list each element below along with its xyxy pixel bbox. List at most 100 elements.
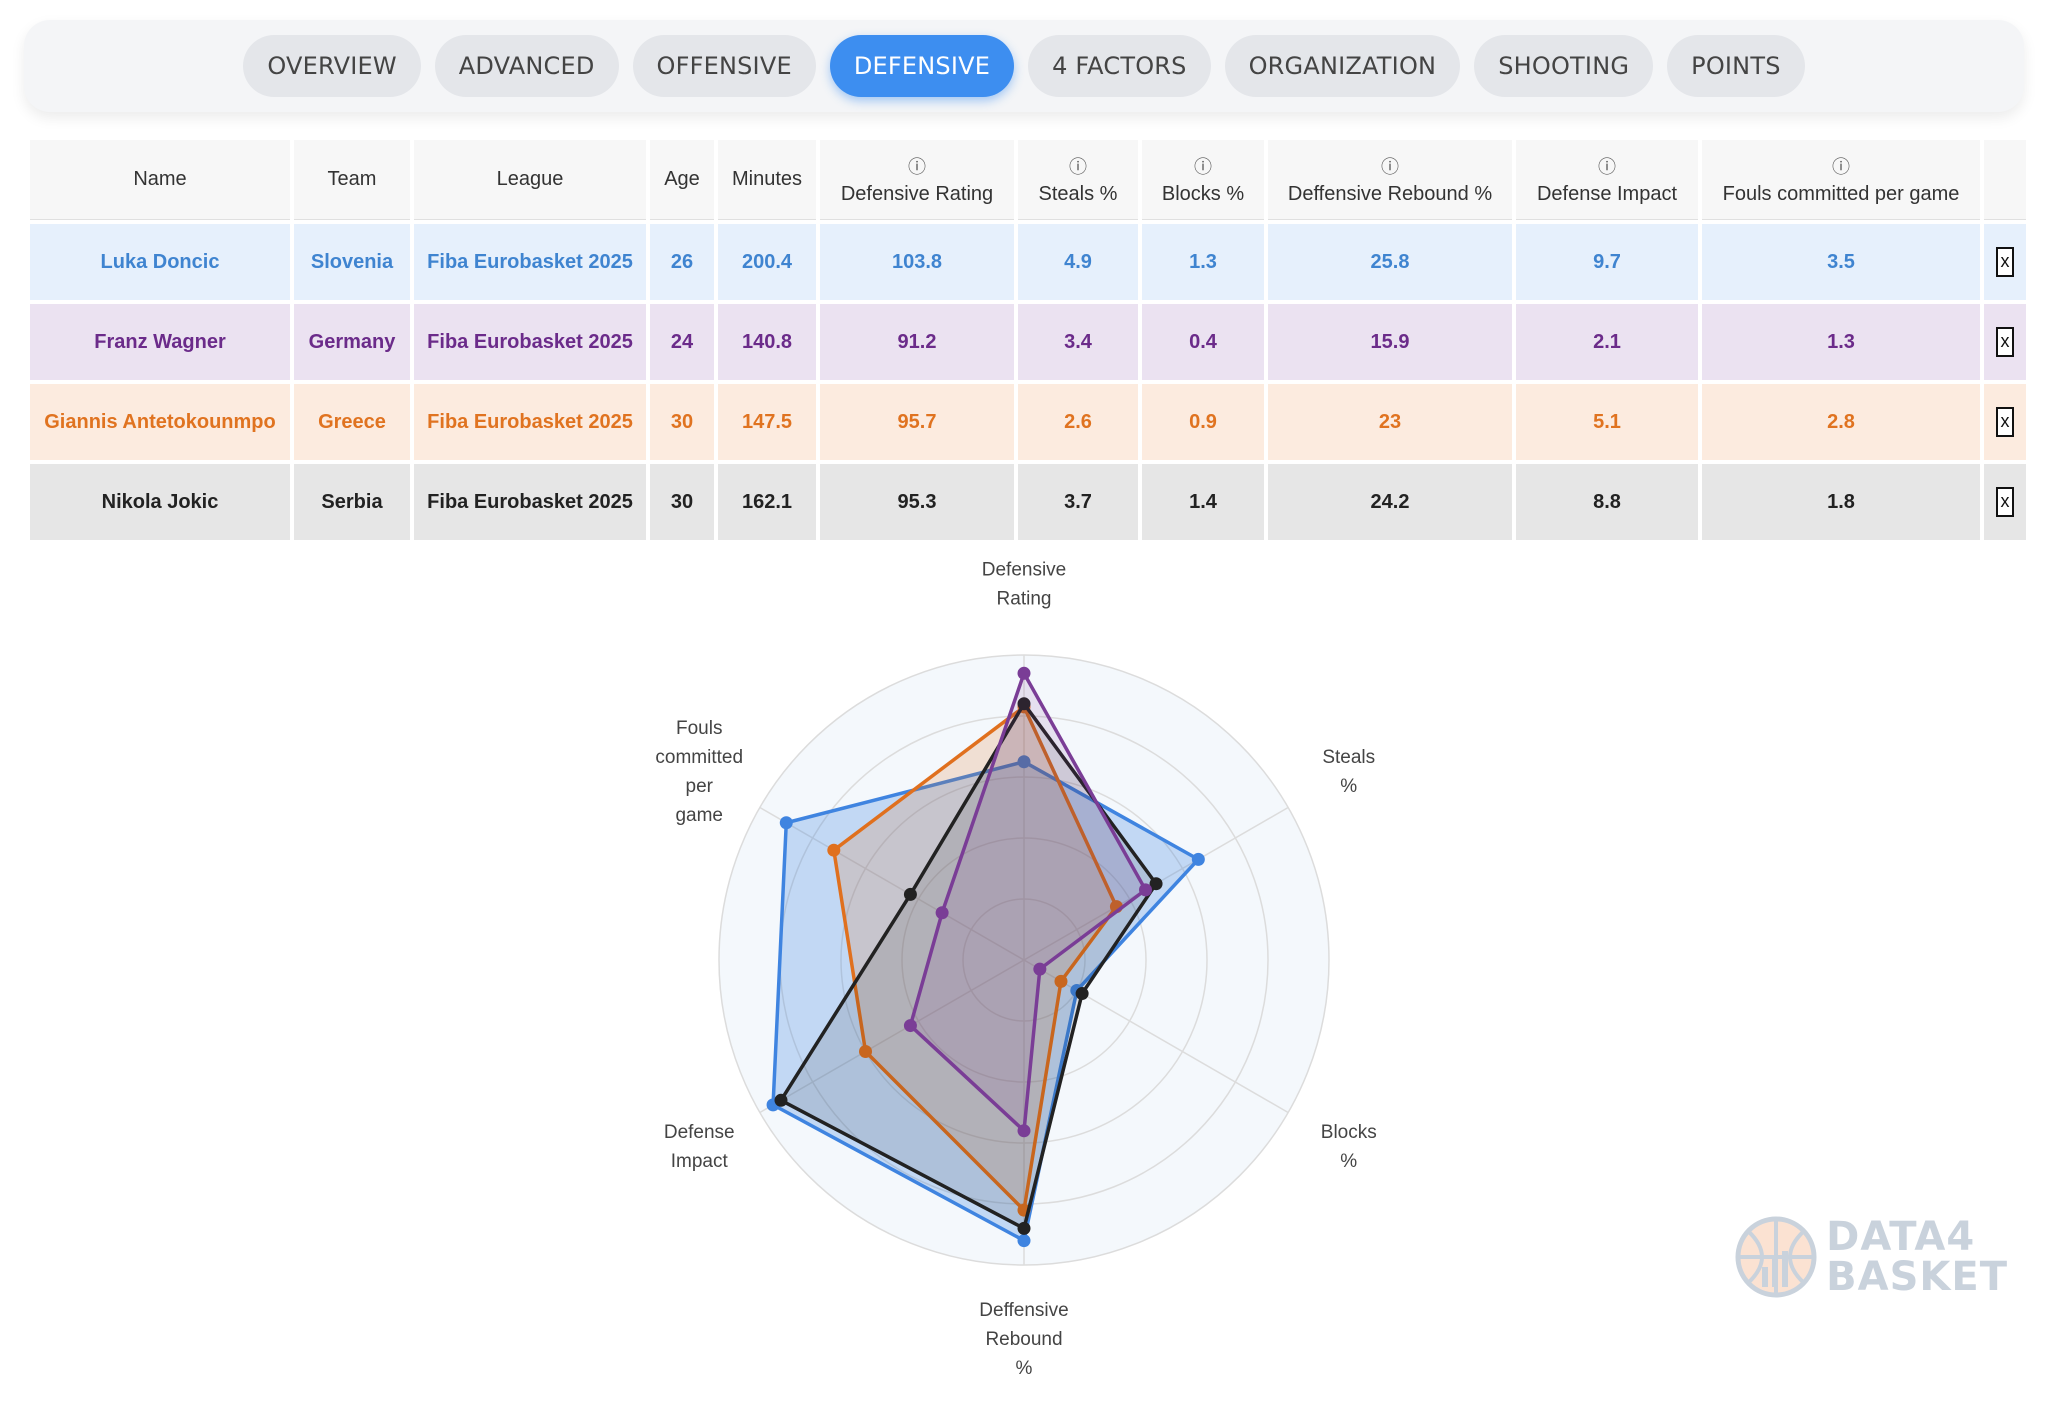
cell-name[interactable]: Nikola Jokic: [30, 464, 290, 540]
radar-point: [1149, 877, 1163, 891]
header-defensive-rebound[interactable]: ⓘ Deffensive Rebound %: [1268, 140, 1512, 220]
cell-defense-impact: 9.7: [1516, 224, 1698, 300]
header-label: Defensive Rating: [840, 183, 994, 205]
cell-defensive-rebound: 25.8: [1268, 224, 1512, 300]
cell-defensive-rebound: 23: [1268, 384, 1512, 460]
cell-minutes: 200.4: [718, 224, 816, 300]
cell-team: Slovenia: [294, 224, 410, 300]
data4basket-logo: DATA4 BASKET: [1734, 1215, 2008, 1299]
remove-player-button[interactable]: x: [1996, 327, 2014, 357]
remove-player-button[interactable]: x: [1996, 247, 2014, 277]
cell-name[interactable]: Luka Doncic: [30, 224, 290, 300]
cell-age: 30: [650, 464, 714, 540]
header-label: Steals %: [1038, 183, 1118, 205]
tab-organization[interactable]: ORGANIZATION: [1224, 35, 1461, 97]
tab-overview[interactable]: OVERVIEW: [243, 35, 421, 97]
radar-point: [1017, 697, 1031, 711]
radar-point: [1139, 883, 1153, 897]
basketball-logo-icon: [1735, 1216, 1817, 1298]
header-name[interactable]: Name: [30, 140, 290, 220]
header-team[interactable]: Team: [294, 140, 410, 220]
radar-point: [1075, 987, 1089, 1001]
cell-name[interactable]: Giannis Antetokounmpo: [30, 384, 290, 460]
cell-name[interactable]: Franz Wagner: [30, 304, 290, 380]
cell-league: Fiba Eurobasket 2025: [414, 384, 646, 460]
cell-defensive-rating: 95.3: [820, 464, 1014, 540]
info-icon[interactable]: ⓘ: [1832, 157, 1850, 177]
cell-team: Serbia: [294, 464, 410, 540]
cell-minutes: 147.5: [718, 384, 816, 460]
radar-axis-label: per: [686, 776, 714, 797]
logo-text: DATA4 BASKET: [1826, 1217, 2008, 1297]
header-blocks[interactable]: ⓘ Blocks %: [1142, 140, 1264, 220]
cell-team: Germany: [294, 304, 410, 380]
radar-axis-label: Defense: [664, 1122, 735, 1143]
remove-player-button[interactable]: x: [1996, 407, 2014, 437]
table-row: Giannis Antetokounmpo Greece Fiba Euroba…: [30, 384, 2026, 460]
radar-point: [903, 1019, 917, 1033]
header-league[interactable]: League: [414, 140, 646, 220]
tab-shooting[interactable]: SHOOTING: [1474, 35, 1654, 97]
cell-league: Fiba Eurobasket 2025: [414, 464, 646, 540]
radar-axis-label: Defensive: [982, 560, 1067, 581]
cell-defensive-rebound: 24.2: [1268, 464, 1512, 540]
cell-minutes: 140.8: [718, 304, 816, 380]
header-fouls[interactable]: ⓘ Fouls committed per game: [1702, 140, 1980, 220]
info-icon[interactable]: ⓘ: [908, 157, 926, 177]
radar-axis-label: Rebound: [985, 1329, 1062, 1350]
tab-advanced[interactable]: ADVANCED: [434, 35, 619, 97]
cell-actions: x: [1984, 224, 2026, 300]
cell-steals: 2.6: [1018, 384, 1138, 460]
header-steals[interactable]: ⓘ Steals %: [1018, 140, 1138, 220]
info-icon[interactable]: ⓘ: [1194, 157, 1212, 177]
cell-blocks: 0.9: [1142, 384, 1264, 460]
header-label: Deffensive Rebound %: [1287, 183, 1493, 205]
radar-chart: Defensive Rating Steals% Blocks% Deffensive R…: [655, 560, 1376, 1379]
radar-spoke: [1023, 959, 1289, 1114]
header-minutes[interactable]: Minutes: [718, 140, 816, 220]
radar-axis-label: game: [675, 805, 723, 826]
cell-defensive-rating: 95.7: [820, 384, 1014, 460]
cell-defense-impact: 8.8: [1516, 464, 1698, 540]
radar-point: [1017, 1234, 1031, 1248]
tab-4-factors[interactable]: 4 FACTORS: [1028, 35, 1211, 97]
cell-defensive-rating: 91.2: [820, 304, 1014, 380]
cell-blocks: 1.3: [1142, 224, 1264, 300]
radar-axis-label: %: [1340, 776, 1357, 797]
info-icon[interactable]: ⓘ: [1598, 157, 1616, 177]
tab-defensive[interactable]: DEFENSIVE: [829, 35, 1015, 97]
info-icon[interactable]: ⓘ: [1069, 157, 1087, 177]
table-row: Luka Doncic Slovenia Fiba Eurobasket 202…: [30, 224, 2026, 300]
header-label: Blocks %: [1161, 183, 1245, 205]
cell-age: 30: [650, 384, 714, 460]
header-defense-impact[interactable]: ⓘ Defense Impact: [1516, 140, 1698, 220]
tab-points[interactable]: POINTS: [1667, 35, 1805, 97]
cell-age: 24: [650, 304, 714, 380]
cell-age: 26: [650, 224, 714, 300]
logo-line-1: DATA4: [1826, 1214, 1976, 1260]
table-row: Franz Wagner Germany Fiba Eurobasket 202…: [30, 304, 2026, 380]
radar-axis-label: Rating: [997, 589, 1052, 610]
cell-actions: x: [1984, 384, 2026, 460]
tab-offensive[interactable]: OFFENSIVE: [632, 35, 816, 97]
cell-blocks: 1.4: [1142, 464, 1264, 540]
info-icon[interactable]: ⓘ: [1381, 157, 1399, 177]
header-defensive-rating[interactable]: ⓘ Defensive Rating: [820, 140, 1014, 220]
cell-actions: x: [1984, 304, 2026, 380]
radar-point: [1017, 1221, 1031, 1235]
header-label: Fouls committed per game: [1722, 183, 1960, 205]
cell-fouls: 1.3: [1702, 304, 1980, 380]
cell-fouls: 3.5: [1702, 224, 1980, 300]
remove-player-button[interactable]: x: [1996, 487, 2014, 517]
radar-axis-label: Deffensive: [979, 1300, 1068, 1321]
cell-steals: 3.4: [1018, 304, 1138, 380]
radar-spoke: [759, 806, 1025, 961]
radar-point: [903, 887, 917, 901]
tab-bar: OVERVIEW ADVANCED OFFENSIVE DEFENSIVE 4 …: [24, 20, 2024, 112]
cell-blocks: 0.4: [1142, 304, 1264, 380]
radar-point: [1033, 962, 1047, 976]
cell-league: Fiba Eurobasket 2025: [414, 224, 646, 300]
header-age[interactable]: Age: [650, 140, 714, 220]
defensive-stats-table: Name Team League Age Minutes ⓘ Defensive …: [26, 136, 2030, 544]
radar-axis-label: Steals: [1322, 747, 1375, 768]
